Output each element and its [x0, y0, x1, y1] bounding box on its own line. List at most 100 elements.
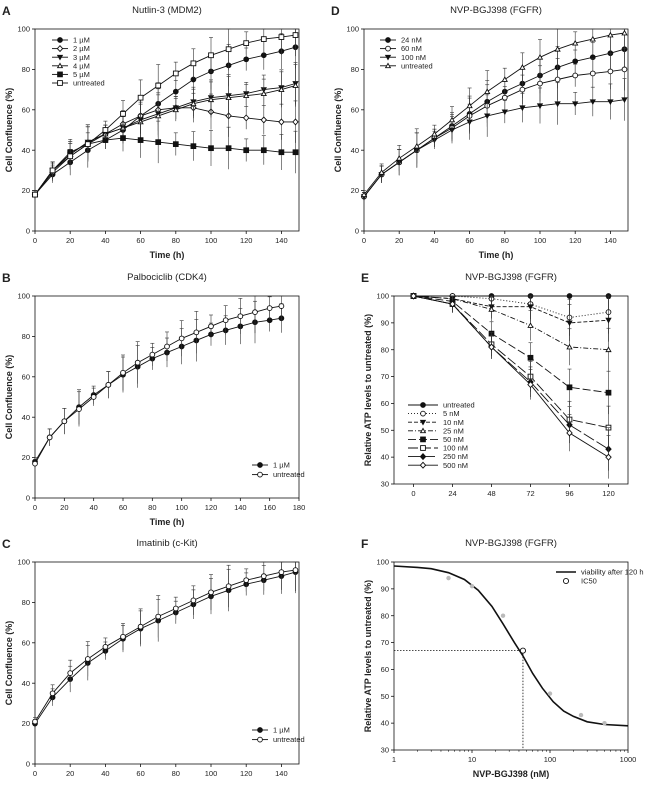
legend-label: 10 nM	[443, 418, 464, 427]
data-point	[225, 94, 232, 101]
legend-marker	[56, 54, 64, 61]
series-line	[34, 305, 282, 464]
data-point	[67, 670, 74, 676]
chart-title: NVP-BGJ398 (FGFR)	[465, 272, 557, 283]
legend-marker	[57, 80, 63, 86]
data-point	[554, 45, 561, 52]
x-tick-label: 100	[534, 236, 547, 245]
legend-marker	[257, 727, 263, 733]
data-point	[190, 100, 197, 107]
series-line	[413, 295, 609, 458]
series-line	[34, 137, 296, 195]
series-line	[34, 85, 296, 195]
x-tick-label: 40	[101, 236, 109, 245]
legend-marker	[562, 577, 570, 585]
x-tick-label: 1	[392, 755, 396, 764]
data-point	[120, 369, 126, 376]
data-point	[292, 82, 299, 88]
data-point	[208, 52, 214, 59]
data-point	[243, 56, 250, 63]
x-tick-label: 160	[263, 503, 276, 512]
legend-label: 24 nM	[401, 36, 422, 45]
plot-frame	[34, 28, 300, 232]
data-point	[578, 712, 584, 718]
series-7	[410, 292, 612, 479]
data-point	[484, 113, 491, 120]
x-tick-label: 48	[487, 489, 495, 498]
y-tick-label: 30	[381, 480, 389, 489]
legend-marker	[420, 445, 426, 451]
series-3	[410, 292, 612, 372]
data-point	[607, 68, 614, 75]
y-axis-label: Cell Confluence (%)	[333, 88, 343, 173]
legend-label: 100 nM	[443, 444, 468, 453]
data-point	[225, 145, 232, 152]
series-line	[34, 571, 296, 724]
legend-label: 1 µM	[273, 461, 290, 470]
x-tick-label: 80	[501, 236, 509, 245]
data-point	[519, 105, 526, 112]
legend-marker	[419, 427, 427, 434]
data-point	[164, 343, 170, 350]
data-point	[208, 589, 214, 596]
data-point	[566, 293, 573, 299]
legend-entry: IC50	[562, 577, 597, 586]
y-tick-label: 90	[381, 584, 389, 593]
x-tick-label: 180	[293, 503, 306, 512]
data-point	[527, 304, 534, 311]
y-axis-label: Relative ATP levels to untreated (%)	[363, 314, 373, 466]
legend-entry: 100 nM	[408, 444, 468, 453]
x-tick-label: 100	[544, 755, 557, 764]
data-point	[554, 101, 561, 108]
data-point	[155, 112, 162, 119]
series-3	[360, 28, 628, 199]
y-tick-label: 40	[381, 719, 389, 728]
x-tick-label: 10	[468, 755, 476, 764]
series-line	[363, 48, 625, 197]
y-tick-label: 0	[355, 227, 359, 236]
data-point	[621, 29, 628, 36]
plot-frame	[393, 561, 629, 751]
chart-title: Palbociclib (CDK4)	[127, 272, 207, 283]
data-point	[621, 97, 628, 104]
series-line	[34, 317, 282, 462]
legend-entry: 2 µM	[52, 44, 90, 53]
panel-letter: B	[2, 271, 11, 285]
y-tick-label: 20	[22, 453, 30, 462]
data-point	[120, 110, 126, 117]
y-tick-label: 100	[376, 558, 389, 567]
legend-marker	[57, 37, 63, 43]
data-point	[605, 389, 612, 396]
legend-entry: 5 nM	[408, 409, 460, 418]
x-tick-label: 20	[66, 769, 74, 778]
legend-entry: 5 µM	[52, 70, 90, 79]
panel-letter: E	[361, 271, 369, 285]
x-tick-label: 0	[33, 503, 37, 512]
panel-b: B Palbociclib (CDK4) 0 20 40 60 80 100 120 140 160…	[2, 271, 305, 527]
x-tick-label: 140	[275, 236, 288, 245]
data-point	[278, 34, 285, 40]
series-line	[363, 99, 625, 197]
y-tick-label: 100	[376, 292, 389, 301]
y-tick-label: 60	[22, 105, 30, 114]
data-point	[172, 141, 179, 147]
data-point	[278, 569, 285, 575]
legend-entry: 100 nM	[380, 53, 426, 62]
x-tick-label: 60	[119, 503, 127, 512]
legend-entry: 3 µM	[52, 53, 90, 62]
legend-entry: viability after 120 h	[556, 568, 644, 577]
legend-entry: 1 µM	[52, 36, 90, 45]
y-axis-label: Cell Confluence (%)	[4, 621, 14, 706]
data-point	[172, 605, 179, 612]
x-axis-label: NVP-BGJ398 (nM)	[473, 769, 550, 779]
x-tick-label: 20	[60, 503, 68, 512]
data-point	[572, 58, 579, 65]
y-tick-label: 20	[22, 719, 30, 728]
y-axis-label: Cell Confluence (%)	[4, 88, 14, 173]
legend-marker	[257, 471, 263, 478]
data-point	[278, 149, 285, 156]
chart-title: Nutlin-3 (MDM2)	[132, 5, 202, 16]
data-point	[32, 191, 38, 198]
data-point	[225, 46, 232, 53]
x-tick-label: 0	[33, 769, 37, 778]
